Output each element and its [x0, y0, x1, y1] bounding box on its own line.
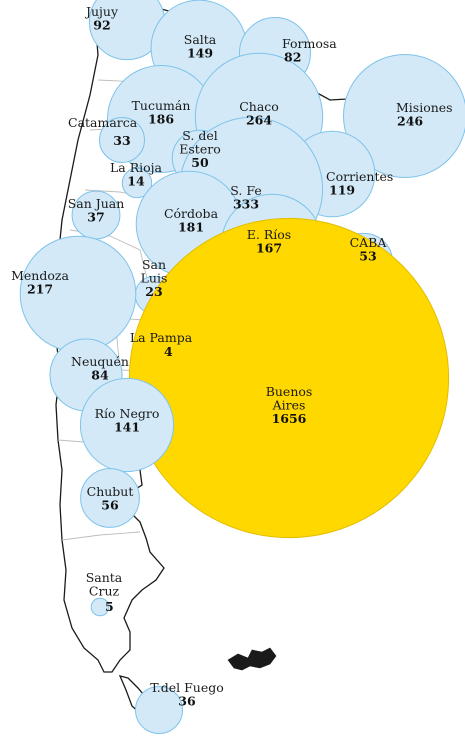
- province-value-erios: 167: [256, 241, 282, 256]
- province-name-rionegro: Río Negro: [95, 406, 160, 421]
- province-value-corrientes: 119: [329, 183, 355, 198]
- province-name-buenosaires: Buenos: [266, 384, 313, 399]
- province-value-cordoba: 181: [178, 220, 204, 235]
- bubble-buenosaires: [128, 217, 450, 539]
- bubble-catamarca: [99, 117, 145, 163]
- province-value-misiones: 246: [397, 114, 423, 129]
- province-name-buenosaires: Aires: [272, 398, 306, 413]
- province-name-cordoba: Córdoba: [164, 206, 219, 221]
- province-value-sdelestero: 50: [191, 155, 209, 170]
- province-name-sanluis: San: [142, 257, 166, 272]
- bubbles: [19, 0, 465, 734]
- bubble-tdelfuego: [135, 686, 183, 734]
- province-value-chaco: 264: [246, 113, 272, 128]
- province-value-santacruz: 5: [105, 599, 114, 614]
- province-value-jujuy: 92: [93, 18, 110, 33]
- province-name-tucuman: Tucumán: [132, 98, 191, 113]
- province-value-buenosaires: 1656: [272, 411, 307, 426]
- province-name-formosa: Formosa: [282, 36, 337, 51]
- province-value-mendoza: 217: [27, 282, 53, 297]
- province-value-sanjuan: 37: [87, 210, 104, 225]
- province-name-jujuy: Jujuy: [84, 4, 119, 19]
- province-name-sanjuan: San Juan: [68, 196, 125, 211]
- malvinas-islands: [227, 647, 277, 671]
- province-name-chubut: Chubut: [87, 484, 134, 499]
- province-name-misiones: Misiones: [396, 100, 453, 115]
- bubble-santacruz: [90, 597, 110, 617]
- province-value-chubut: 56: [101, 498, 119, 513]
- province-name-tdelfuego: T.del Fuego: [150, 680, 224, 695]
- province-name-sdelestero: S. del: [182, 128, 217, 143]
- province-name-santacruz: Cruz: [89, 584, 120, 599]
- province-name-larioja: La Rioja: [110, 160, 163, 175]
- province-value-lapampa: 4: [164, 344, 173, 359]
- bubble-larioja: [121, 167, 153, 199]
- province-value-sanluis: 23: [145, 284, 162, 299]
- province-name-sanluis: Luis: [141, 271, 168, 286]
- province-value-tdelfuego: 36: [178, 694, 196, 709]
- province-value-caba: 53: [359, 249, 376, 264]
- province-value-tucuman: 186: [148, 112, 174, 127]
- bubble-rionegro: [79, 377, 175, 473]
- province-name-lapampa: La Pampa: [130, 330, 193, 345]
- province-name-sdelestero: Estero: [179, 142, 220, 157]
- province-name-mendoza: Mendoza: [11, 268, 69, 283]
- province-name-neuquen: Neuquén: [71, 354, 129, 369]
- bubble-chubut: [80, 468, 140, 528]
- province-value-salta: 149: [187, 46, 213, 61]
- province-value-formosa: 82: [284, 50, 301, 65]
- province-name-caba: CABA: [350, 235, 388, 250]
- province-name-chaco: Chaco: [239, 99, 279, 114]
- province-name-erios: E. Ríos: [247, 227, 291, 242]
- province-value-larioja: 14: [127, 174, 145, 189]
- province-value-neuquen: 84: [91, 368, 109, 383]
- province-name-salta: Salta: [184, 32, 217, 47]
- bubble-misiones: [343, 54, 465, 178]
- province-value-rionegro: 141: [114, 420, 140, 435]
- province-name-catamarca: Catamarca: [68, 115, 138, 130]
- province-name-santacruz: Santa: [86, 570, 123, 585]
- province-name-corrientes: Corrientes: [326, 169, 393, 184]
- province-name-sfe: S. Fe: [230, 183, 261, 198]
- province-value-catamarca: 33: [113, 133, 130, 148]
- province-value-sfe: 333: [233, 197, 259, 212]
